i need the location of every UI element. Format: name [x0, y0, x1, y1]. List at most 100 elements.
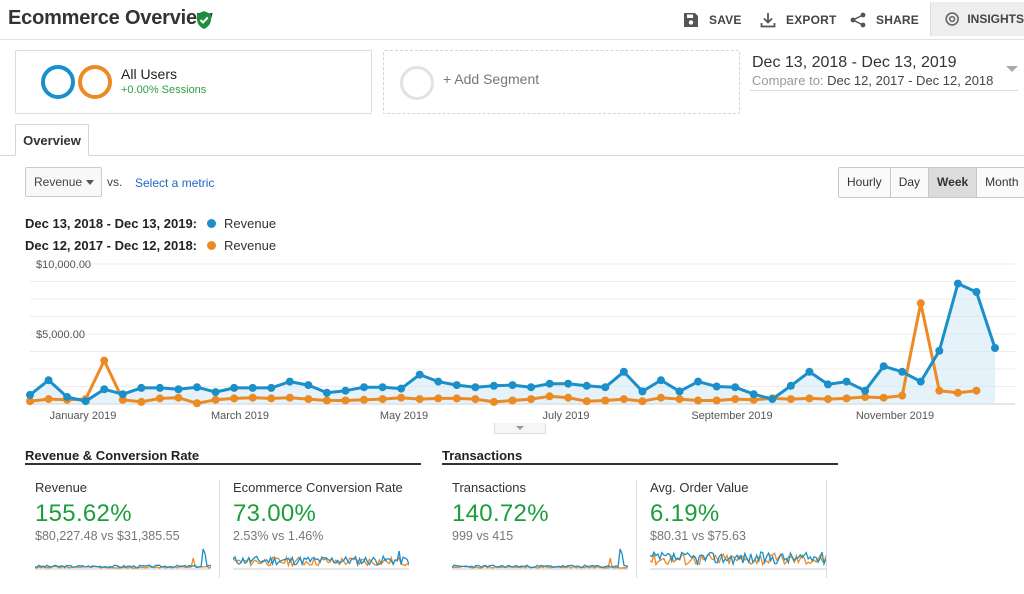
- previous-revenue-point: [675, 395, 684, 404]
- previous-revenue-point: [582, 397, 591, 406]
- x-tick-label: July 2019: [542, 410, 589, 422]
- previous-revenue-point: [898, 391, 907, 400]
- previous-revenue-point: [805, 394, 814, 403]
- previous-revenue-point: [26, 397, 34, 406]
- previous-revenue-point: [564, 393, 573, 402]
- legend-current: Dec 13, 2018 - Dec 13, 2019: Revenue: [25, 216, 276, 231]
- current-revenue-point: [619, 367, 628, 376]
- current-revenue-point: [768, 395, 777, 404]
- previous-revenue-point: [434, 394, 443, 403]
- card-revenue[interactable]: Revenue 155.62% $80,227.48 vs $31,385.55: [25, 480, 220, 578]
- current-revenue-point: [230, 383, 239, 392]
- card-change-percent: 140.72%: [452, 500, 549, 527]
- current-revenue-point: [434, 377, 443, 386]
- section-title-revenue-conversion: Revenue & Conversion Rate: [25, 448, 200, 463]
- granularity-month[interactable]: Month: [977, 168, 1024, 197]
- current-revenue-point: [100, 385, 109, 394]
- current-revenue-point: [267, 383, 276, 392]
- previous-revenue-point: [415, 395, 424, 404]
- compare-range[interactable]: Compare to: Dec 12, 2017 - Dec 12, 2018: [752, 73, 993, 88]
- previous-revenue-point: [193, 399, 202, 408]
- card-comparison: $80.31 vs $75.63: [650, 529, 746, 543]
- card-change-percent: 73.00%: [233, 500, 317, 527]
- export-button[interactable]: EXPORT: [760, 0, 837, 40]
- card-change-percent: 6.19%: [650, 500, 720, 527]
- previous-revenue-point: [749, 395, 758, 404]
- card-conversion-rate[interactable]: Ecommerce Conversion Rate 73.00% 2.53% v…: [219, 480, 418, 578]
- granularity-week[interactable]: Week: [929, 168, 978, 197]
- current-revenue-point: [44, 376, 53, 385]
- current-revenue-point: [564, 379, 573, 388]
- previous-revenue-point: [656, 393, 665, 402]
- verified-shield-icon: [197, 11, 211, 29]
- granularity-day[interactable]: Day: [890, 168, 930, 197]
- add-segment-button[interactable]: + Add Segment: [383, 50, 740, 114]
- tab-bar-divider: [0, 155, 1024, 156]
- current-revenue-point: [248, 383, 257, 392]
- current-revenue-point: [81, 397, 90, 406]
- previous-revenue-point: [211, 395, 220, 404]
- compare-dates: Dec 12, 2017 - Dec 12, 2018: [827, 73, 994, 88]
- metric-select[interactable]: Revenue: [25, 167, 102, 197]
- current-revenue-point: [304, 381, 313, 390]
- select-metric-link[interactable]: Select a metric: [135, 176, 215, 190]
- granularity-hourly[interactable]: Hourly: [839, 168, 891, 197]
- x-tick-label: March 2019: [211, 410, 269, 422]
- sparkline: [452, 548, 628, 570]
- add-segment-label: + Add Segment: [443, 71, 540, 87]
- card-change-percent: 155.62%: [35, 500, 132, 527]
- previous-revenue-point: [786, 395, 795, 404]
- current-revenue-point: [805, 367, 814, 376]
- current-area-fill: [30, 283, 995, 404]
- card-transactions[interactable]: Transactions 140.72% 999 vs 415: [442, 480, 637, 578]
- previous-revenue-point: [619, 395, 628, 404]
- current-revenue-point: [322, 388, 331, 397]
- current-revenue-point: [26, 390, 34, 399]
- compare-label: Compare to:: [752, 73, 824, 88]
- revenue-line-chart: $10,000.00 $5,000.00 January 2019 March 201…: [26, 259, 1015, 422]
- current-revenue-point: [341, 386, 350, 395]
- sparkline: [650, 550, 826, 570]
- section-title-transactions: Transactions: [442, 448, 523, 463]
- previous-revenue-point: [916, 299, 925, 308]
- previous-revenue-point: [972, 386, 981, 395]
- previous-revenue-point: [527, 395, 536, 404]
- current-revenue-point: [285, 377, 294, 386]
- share-button[interactable]: SHARE: [850, 0, 919, 40]
- section-rule: [442, 463, 838, 465]
- current-revenue-point: [694, 377, 703, 386]
- save-label: SAVE: [709, 13, 742, 27]
- current-revenue-point: [842, 377, 851, 386]
- save-button[interactable]: SAVE: [683, 0, 742, 40]
- card-avg-order-value[interactable]: Avg. Order Value 6.19% $80.31 vs $75.63: [636, 480, 835, 578]
- card-name: Transactions: [452, 480, 526, 495]
- current-revenue-point: [675, 387, 684, 396]
- export-icon: [760, 13, 776, 28]
- previous-revenue-point: [879, 393, 888, 402]
- previous-revenue-point: [694, 396, 703, 405]
- current-revenue-point: [638, 387, 647, 396]
- current-revenue-point: [898, 367, 907, 376]
- date-dropdown-caret-icon[interactable]: [1006, 66, 1018, 72]
- x-tick-label: May 2019: [380, 410, 428, 422]
- insights-button[interactable]: INSIGHTS: [930, 2, 1024, 36]
- current-segment-ring-icon: [41, 65, 75, 99]
- current-revenue-point: [118, 390, 127, 399]
- segment-all-users[interactable]: All Users +0.00% Sessions: [15, 50, 372, 114]
- legend-previous: Dec 12, 2017 - Dec 12, 2018: Revenue: [25, 238, 276, 253]
- card-comparison: $80,227.48 vs $31,385.55: [35, 529, 180, 543]
- previous-revenue-line: [29, 301, 977, 405]
- expand-chart-button[interactable]: [494, 423, 546, 434]
- date-range[interactable]: Dec 13, 2018 - Dec 13, 2019: [752, 54, 957, 71]
- previous-revenue-point: [304, 395, 313, 404]
- sparkline: [35, 548, 211, 570]
- card-divider: [636, 480, 637, 578]
- sparkline: [233, 550, 409, 570]
- x-tick-label: January 2019: [50, 410, 117, 422]
- previous-revenue-point: [508, 396, 517, 405]
- previous-revenue-point: [953, 388, 962, 397]
- card-comparison: 2.53% vs 1.46%: [233, 529, 324, 543]
- share-icon: [850, 12, 866, 28]
- tab-overview[interactable]: Overview: [15, 124, 89, 156]
- current-revenue-point: [211, 388, 220, 397]
